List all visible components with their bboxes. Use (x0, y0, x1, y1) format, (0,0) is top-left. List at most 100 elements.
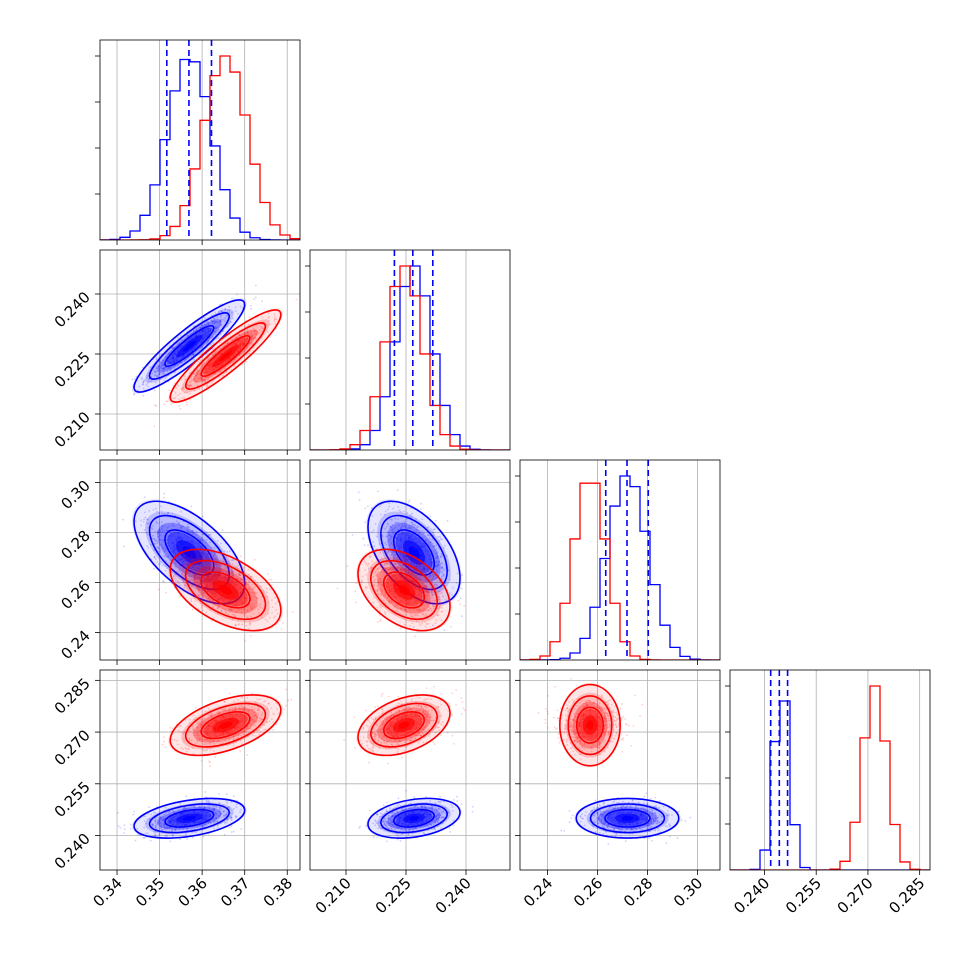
scatter-point (157, 535, 160, 538)
scatter-point (390, 578, 393, 581)
scatter-point (384, 541, 387, 544)
scatter-point (266, 620, 269, 623)
scatter-point (212, 555, 215, 558)
scatter-point (391, 591, 394, 593)
scatter-point (153, 548, 155, 551)
scatter-point (214, 820, 217, 823)
scatter-point (369, 546, 372, 549)
scatter-point (423, 545, 426, 548)
scatter-point (436, 556, 439, 559)
scatter-point (384, 527, 387, 530)
scatter-point (155, 370, 158, 373)
scatter-point (147, 533, 150, 536)
scatter-point (210, 577, 213, 580)
scatter-point (235, 815, 238, 818)
scatter-point (233, 581, 236, 584)
scatter-point (183, 823, 186, 826)
scatter-point (239, 586, 242, 589)
scatter-point (397, 521, 400, 524)
scatter-point (384, 567, 387, 569)
scatter-point (209, 361, 212, 364)
scatter-point (234, 584, 236, 586)
scatter-point (439, 538, 442, 541)
scatter-point (214, 311, 217, 314)
scatter-point (392, 580, 395, 582)
scatter-point (241, 592, 244, 595)
scatter-point (418, 588, 420, 591)
scatter-point (211, 322, 213, 325)
scatter-point (427, 550, 430, 552)
histogram-p0 (100, 58, 300, 240)
scatter-point (199, 359, 202, 362)
scatter-point (231, 338, 234, 341)
scatter-point (416, 599, 418, 602)
scatter-point (159, 529, 161, 532)
scatter-point (424, 544, 427, 547)
scatter-point (159, 505, 162, 508)
scatter-point (209, 814, 212, 817)
scatter-point (190, 582, 193, 585)
scatter-p1-p0 (153, 298, 298, 428)
scatter-point (213, 548, 216, 551)
scatter-point (236, 601, 239, 604)
scatter-point (267, 317, 270, 320)
scatter-point (433, 584, 436, 586)
scatter-point (220, 363, 223, 366)
scatter-point (186, 334, 189, 337)
scatter-point (164, 367, 166, 369)
scatter-point (417, 526, 419, 529)
scatter-point (209, 329, 212, 332)
scatter-point (436, 586, 439, 588)
scatter-point (200, 324, 203, 327)
scatter-point (217, 567, 219, 570)
scatter-point (219, 324, 222, 327)
panel-p2-p0: 0.240.260.280.30 (57, 459, 301, 665)
scatter-point (220, 812, 223, 815)
scatter-point (180, 537, 183, 540)
scatter-point (409, 612, 412, 615)
scatter-point (165, 567, 168, 569)
scatter-point (242, 589, 244, 592)
scatter-point (207, 339, 210, 342)
scatter-point (142, 394, 145, 397)
scatter-point (411, 605, 413, 608)
scatter-point (176, 359, 178, 362)
scatter-point (172, 545, 175, 548)
scatter-point (408, 531, 411, 534)
scatter-point (396, 534, 399, 537)
scatter-point (419, 508, 422, 511)
scatter-point (207, 359, 210, 361)
scatter-point (400, 565, 403, 568)
scatter-point (185, 378, 187, 381)
scatter-point (205, 568, 207, 571)
scatter-point (411, 580, 414, 583)
scatter-point (427, 606, 430, 608)
scatter-point (216, 578, 219, 580)
scatter-point (227, 560, 230, 563)
scatter-point (435, 560, 438, 563)
scatter-point (271, 611, 273, 614)
scatter-point (194, 811, 196, 814)
scatter-point (380, 593, 383, 595)
scatter-point (190, 348, 193, 351)
scatter-point (222, 571, 225, 573)
scatter-point (253, 586, 256, 589)
scatter-point (203, 818, 206, 820)
scatter-point (236, 584, 239, 587)
scatter-point (234, 310, 237, 313)
scatter-point (177, 828, 180, 830)
scatter-point (398, 547, 400, 550)
scatter-point (166, 827, 169, 830)
scatter-point (242, 342, 245, 345)
scatter-point (213, 322, 216, 325)
scatter-point (215, 575, 218, 577)
scatter-point (238, 595, 241, 598)
scatter-point (191, 608, 194, 611)
scatter-point (392, 558, 395, 561)
scatter-point (162, 364, 164, 367)
scatter-point (222, 363, 225, 366)
scatter-point (398, 573, 400, 576)
scatter-point (436, 565, 439, 568)
scatter-point (166, 826, 168, 829)
scatter-point (439, 592, 442, 595)
